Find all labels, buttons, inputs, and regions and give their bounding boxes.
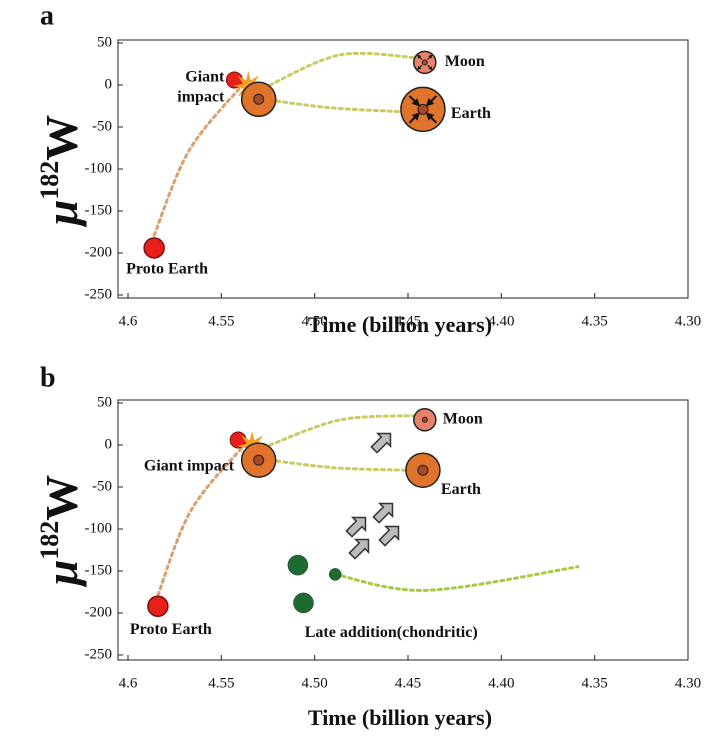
panel-label: b xyxy=(40,362,56,393)
y-title-element: W xyxy=(36,115,87,161)
point-label: Giant impact xyxy=(144,458,235,475)
x-tick-label: 4.50 xyxy=(302,313,328,329)
x-tick-label: 4.55 xyxy=(208,675,234,691)
core xyxy=(421,416,428,423)
point-label: Proto Earth xyxy=(130,621,212,638)
x-tick-label: 4.35 xyxy=(582,675,608,691)
force-arrow xyxy=(408,95,421,107)
core xyxy=(253,454,265,466)
y-title-element: W xyxy=(36,475,87,521)
core xyxy=(253,93,265,105)
x-tick-label: 4.6 xyxy=(119,313,138,329)
trend-curve xyxy=(152,80,248,237)
point xyxy=(293,592,314,614)
force-arrow xyxy=(425,95,438,107)
point xyxy=(328,568,342,581)
trend-curve xyxy=(268,458,406,472)
y-tick-label: -200 xyxy=(85,244,113,260)
core xyxy=(417,464,429,476)
force-arrow xyxy=(425,112,438,124)
x-tick-label: 4.40 xyxy=(488,313,514,329)
trend-curve xyxy=(156,440,249,597)
x-tick-label: 4.30 xyxy=(675,675,701,691)
arrow xyxy=(378,525,400,547)
x-tick-label: 4.55 xyxy=(208,313,234,329)
y-tick-label: -50 xyxy=(92,478,112,494)
x-axis-title: Time (billion years) xyxy=(308,705,492,730)
y-axis-title: μ182W xyxy=(35,475,87,588)
trend-curve xyxy=(268,98,406,114)
point xyxy=(147,595,169,618)
point-label: impact xyxy=(177,89,225,106)
x-tick-label: 4.30 xyxy=(675,313,701,329)
y-tick-label: -200 xyxy=(85,604,113,620)
x-tick-label: 4.45 xyxy=(395,313,421,329)
point-label: Moon xyxy=(445,53,485,70)
point xyxy=(143,237,165,259)
point-label: Proto Earth xyxy=(126,261,208,278)
y-tick-label: -150 xyxy=(85,562,113,578)
x-tick-label: 4.45 xyxy=(395,675,421,691)
x-tick-label: 4.40 xyxy=(488,675,514,691)
y-tick-label: 0 xyxy=(105,76,113,92)
plot-frame xyxy=(117,399,689,661)
panel-label: a xyxy=(40,0,54,31)
y-axis-title: μ182W xyxy=(35,115,87,228)
force-arrow xyxy=(417,54,423,60)
arrow xyxy=(370,432,392,454)
core xyxy=(417,103,429,115)
force-arrow xyxy=(408,112,421,124)
y-tick-label: -150 xyxy=(85,202,113,218)
force-arrow xyxy=(427,64,433,71)
y-tick-label: -100 xyxy=(85,520,113,536)
y-tick-label: -100 xyxy=(85,160,113,176)
y-tick-label: 50 xyxy=(97,394,112,410)
point-label: Late addition(chondritic) xyxy=(305,624,478,641)
y-tick-label: -250 xyxy=(85,646,113,662)
y-title-superscript: 182 xyxy=(35,161,64,200)
x-axis-title: Time (billion years) xyxy=(308,312,492,337)
x-tick-label: 4.35 xyxy=(582,313,608,329)
point-label: Earth xyxy=(441,481,481,498)
y-tick-label: 50 xyxy=(97,34,112,50)
core xyxy=(421,59,428,66)
y-tick-label: 0 xyxy=(105,436,113,452)
trend-arrows xyxy=(345,432,400,560)
x-tick-label: 4.50 xyxy=(302,675,328,691)
arrow xyxy=(348,538,370,560)
point-label: Moon xyxy=(443,410,483,427)
point-label: Earth xyxy=(451,105,491,122)
x-tick-label: 4.6 xyxy=(119,675,138,691)
y-title-symbol: μ xyxy=(36,200,87,228)
force-arrow xyxy=(427,54,433,60)
point xyxy=(287,554,309,576)
y-tick-label: -250 xyxy=(85,286,113,302)
point-label: Giant xyxy=(185,69,225,86)
trend-curve xyxy=(268,51,421,87)
arrow xyxy=(372,502,394,524)
arrow xyxy=(345,516,367,538)
trend-curve xyxy=(333,565,580,592)
force-arrow xyxy=(417,64,423,71)
y-tick-label: -50 xyxy=(92,118,112,134)
y-title-symbol: μ xyxy=(36,560,87,588)
trend-curve xyxy=(268,414,419,447)
y-title-superscript: 182 xyxy=(35,521,64,560)
